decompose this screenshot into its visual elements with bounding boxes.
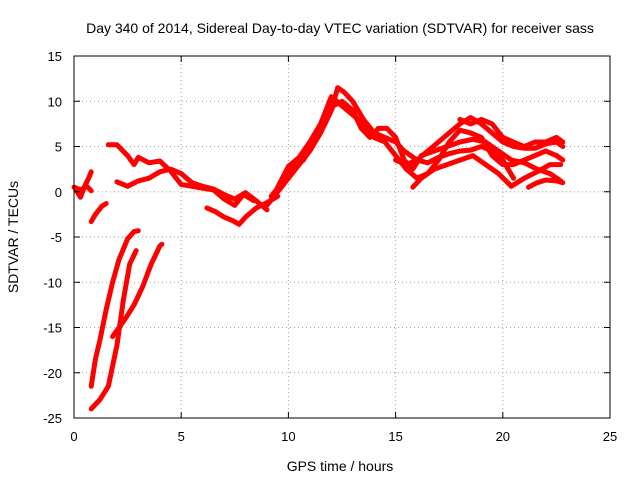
x-tick-label: 15 xyxy=(388,429,402,444)
x-tick-label: 20 xyxy=(496,429,510,444)
series-track-2 xyxy=(73,169,94,200)
series-track-14 xyxy=(410,153,564,190)
y-axis-label: SDTVAR / TECUs xyxy=(5,181,21,293)
x-tick-label: 10 xyxy=(281,429,295,444)
x-axis-label: GPS time / hours xyxy=(287,458,394,474)
y-tick-label: 15 xyxy=(48,49,62,64)
x-tick-label: 5 xyxy=(178,429,185,444)
tick-labels: 0 5 10 15 20 25 -25 -20 -15 -10 -5 0 5 10 15 xyxy=(43,49,617,444)
data-series xyxy=(71,85,566,412)
y-tick-label: -15 xyxy=(43,321,62,336)
series-track-12 xyxy=(275,94,566,190)
series-track-15 xyxy=(457,116,566,149)
y-tick-label: 10 xyxy=(48,94,62,109)
series-track-5 xyxy=(88,248,139,412)
series-track-9 xyxy=(204,193,281,227)
series-track-13 xyxy=(393,115,566,168)
axis-ticks xyxy=(73,55,611,419)
y-tick-label: 0 xyxy=(55,185,62,200)
series-track-6 xyxy=(110,241,165,340)
series-track-4 xyxy=(88,228,141,389)
y-tick-label: -20 xyxy=(43,366,62,381)
series-track-3 xyxy=(88,201,109,225)
series-track-8 xyxy=(114,166,270,213)
y-tick-label: -10 xyxy=(43,275,62,290)
x-tick-label: 25 xyxy=(603,429,617,444)
y-tick-label: 5 xyxy=(55,140,62,155)
x-tick-label: 0 xyxy=(70,429,77,444)
y-tick-label: -5 xyxy=(50,230,62,245)
series-track-11 xyxy=(268,98,564,199)
grid xyxy=(74,56,610,418)
y-tick-label: -25 xyxy=(43,411,62,426)
series-track-16 xyxy=(526,177,566,190)
series-track-7 xyxy=(105,142,257,208)
chart-title: Day 340 of 2014, Sidereal Day-to-day VTE… xyxy=(86,20,594,36)
